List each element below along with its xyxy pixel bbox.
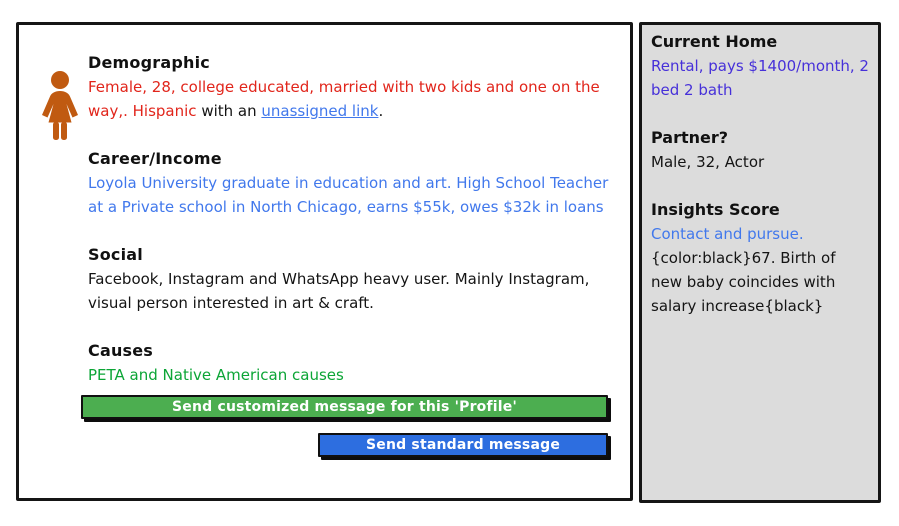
details-sidebar-panel: Current Home Rental, pays $1400/month, 2… [639, 22, 881, 503]
insights-note-text: {color:black}67. Birth of new baby coinc… [651, 249, 836, 315]
social-heading: Social [88, 245, 143, 264]
career-text: Loyola University graduate in education … [88, 174, 609, 216]
female-person-icon [32, 70, 88, 142]
demographic-red-text: Female, 28, college educated, married wi… [88, 78, 600, 120]
demographic-plain-text: with an [201, 102, 262, 120]
causes-text: PETA and Native American causes [88, 366, 344, 384]
social-text: Facebook, Instagram and WhatsApp heavy u… [88, 270, 590, 312]
section-social: Social Facebook, Instagram and WhatsApp … [88, 243, 616, 315]
profile-card-panel: Demographic Female, 28, college educated… [16, 22, 633, 501]
send-customized-message-button[interactable]: Send customized message for this 'Profil… [81, 395, 608, 419]
section-causes: Causes PETA and Native American causes [88, 339, 616, 387]
causes-heading: Causes [88, 341, 154, 360]
partner-text: Male, 32, Actor [651, 153, 765, 171]
section-career-income: Career/Income Loyola University graduate… [88, 147, 616, 219]
partner-heading: Partner? [651, 128, 729, 147]
demographic-text: Female, 28, college educated, married wi… [88, 75, 616, 123]
section-insights-score: Insights Score Contact and pursue. {colo… [651, 198, 869, 318]
send-standard-message-button[interactable]: Send standard message [318, 433, 608, 457]
demographic-suffix: . [378, 102, 384, 120]
insights-advice-text: Contact and pursue. [651, 225, 804, 243]
demographic-heading: Demographic [88, 53, 210, 72]
section-current-home: Current Home Rental, pays $1400/month, 2… [651, 30, 869, 102]
section-demographic: Demographic Female, 28, college educated… [88, 51, 616, 123]
section-partner: Partner? Male, 32, Actor [651, 126, 869, 174]
current-home-text: Rental, pays $1400/month, 2 bed 2 bath [651, 57, 869, 99]
profile-sections: Demographic Female, 28, college educated… [88, 51, 616, 387]
current-home-heading: Current Home [651, 32, 778, 51]
career-heading: Career/Income [88, 149, 222, 168]
insights-heading: Insights Score [651, 200, 780, 219]
unassigned-link[interactable]: unassigned link [261, 102, 379, 120]
